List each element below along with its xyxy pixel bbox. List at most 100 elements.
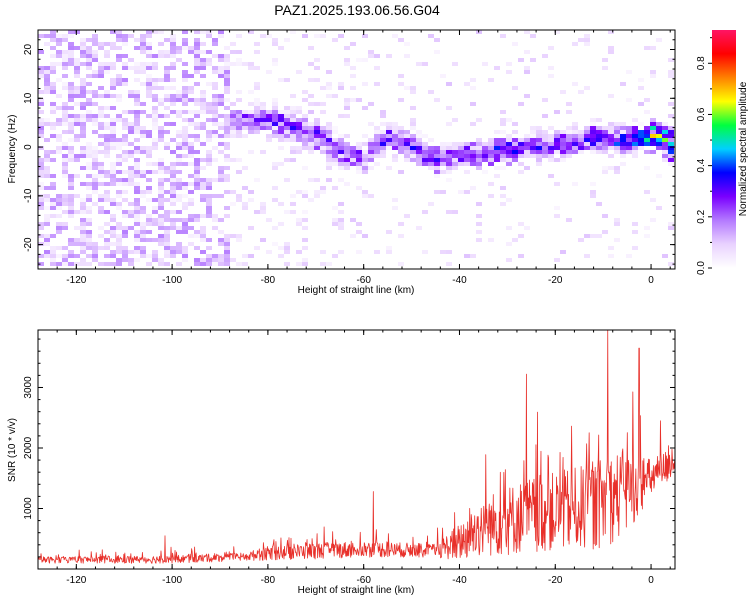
heatmap-cell [566,142,572,146]
heatmap-cell [200,102,206,106]
heatmap-cell [260,206,266,210]
heatmap-cell [62,142,68,146]
heatmap-cell [146,230,152,234]
heatmap-cell [170,170,176,174]
heatmap-cell [602,58,608,62]
heatmap-cell [218,114,224,118]
heatmap-cell [218,150,224,154]
heatmap-cell [140,246,146,250]
heatmap-cell [158,206,164,210]
heatmap-cell [338,178,344,182]
heatmap-cell [62,158,68,162]
heatmap-cell [110,242,116,246]
heatmap-cell [398,262,404,266]
heatmap-cell [356,222,362,226]
heatmap-cell [326,162,332,166]
heatmap-cell [668,146,674,150]
heatmap-cell [170,150,176,154]
heatmap-cell [158,42,164,46]
heatmap-cell [44,122,50,126]
heatmap-cell [644,46,650,50]
heatmap-cell [272,62,278,66]
heatmap-cell [104,194,110,198]
heatmap-cell [128,90,134,94]
heatmap-cell [314,102,320,106]
heatmap-cell [224,258,230,262]
heatmap-cell [50,202,56,206]
heatmap-cell [512,122,518,126]
heatmap-cell [194,174,200,178]
heatmap-cell [644,98,650,102]
heatmap-cell [296,262,302,266]
heatmap-cell [398,130,404,134]
heatmap-cell [326,126,332,130]
heatmap-cell [212,114,218,118]
heatmap-cell [110,118,116,122]
heatmap-cell [212,134,218,138]
heatmap-cell [614,134,620,138]
heatmap-cell [596,142,602,146]
heatmap-cell [62,102,68,106]
heatmap-cell [218,262,224,266]
heatmap-cell [86,162,92,166]
heatmap-cell [344,98,350,102]
heatmap-cell [662,138,668,142]
heatmap-cell [152,254,158,258]
heatmap-cell [596,138,602,142]
heatmap-cell [116,58,122,62]
heatmap-cell [506,138,512,142]
heatmap-cell [206,210,212,214]
heatmap-cell [644,142,650,146]
heatmap-cell [170,78,176,82]
heatmap-cell [146,50,152,54]
heatmap-cell [170,218,176,222]
heatmap-cell [140,222,146,226]
heatmap-cell [338,138,344,142]
heatmap-cell [98,170,104,174]
heatmap-cell [638,130,644,134]
heatmap-cell [260,114,266,118]
heatmap-cell [338,146,344,150]
heatmap-cell [500,34,506,38]
heatmap-cell [182,86,188,90]
heatmap-cell [296,146,302,150]
heatmap-cell [536,146,542,150]
heatmap-cell [668,162,674,166]
heatmap-cell [224,262,230,266]
heatmap-cell [50,30,56,34]
heatmap-cell [44,170,50,174]
heatmap-cell [446,82,452,86]
heatmap-cell [278,78,284,82]
heatmap-cell [56,202,62,206]
heatmap-cell [218,122,224,126]
heatmap-cell [500,130,506,134]
heatmap-cell [134,66,140,70]
heatmap-cell [398,82,404,86]
heatmap-cell [668,226,674,230]
heatmap-cell [512,150,518,154]
heatmap-cell [440,74,446,78]
heatmap-cell [152,206,158,210]
heatmap-cell [122,198,128,202]
heatmap-cell [62,210,68,214]
heatmap-cell [278,118,284,122]
heatmap-cell [98,134,104,138]
heatmap-cell [86,146,92,150]
heatmap-cell [158,178,164,182]
heatmap-cell [200,94,206,98]
heatmap-cell [218,30,224,34]
heatmap-cell [332,206,338,210]
heatmap-cell [494,66,500,70]
heatmap-cell [62,246,68,250]
heatmap-cell [62,86,68,90]
snr-y-tick-label: 1000 [23,497,34,520]
heatmap-cell [446,262,452,266]
heatmap-cell [440,142,446,146]
heatmap-cell [128,182,134,186]
heatmap-cell [146,170,152,174]
heatmap-cell [140,170,146,174]
heatmap-cell [110,106,116,110]
heatmap-cell [128,58,134,62]
heatmap-cell [566,110,572,114]
heatmap-cell [200,262,206,266]
